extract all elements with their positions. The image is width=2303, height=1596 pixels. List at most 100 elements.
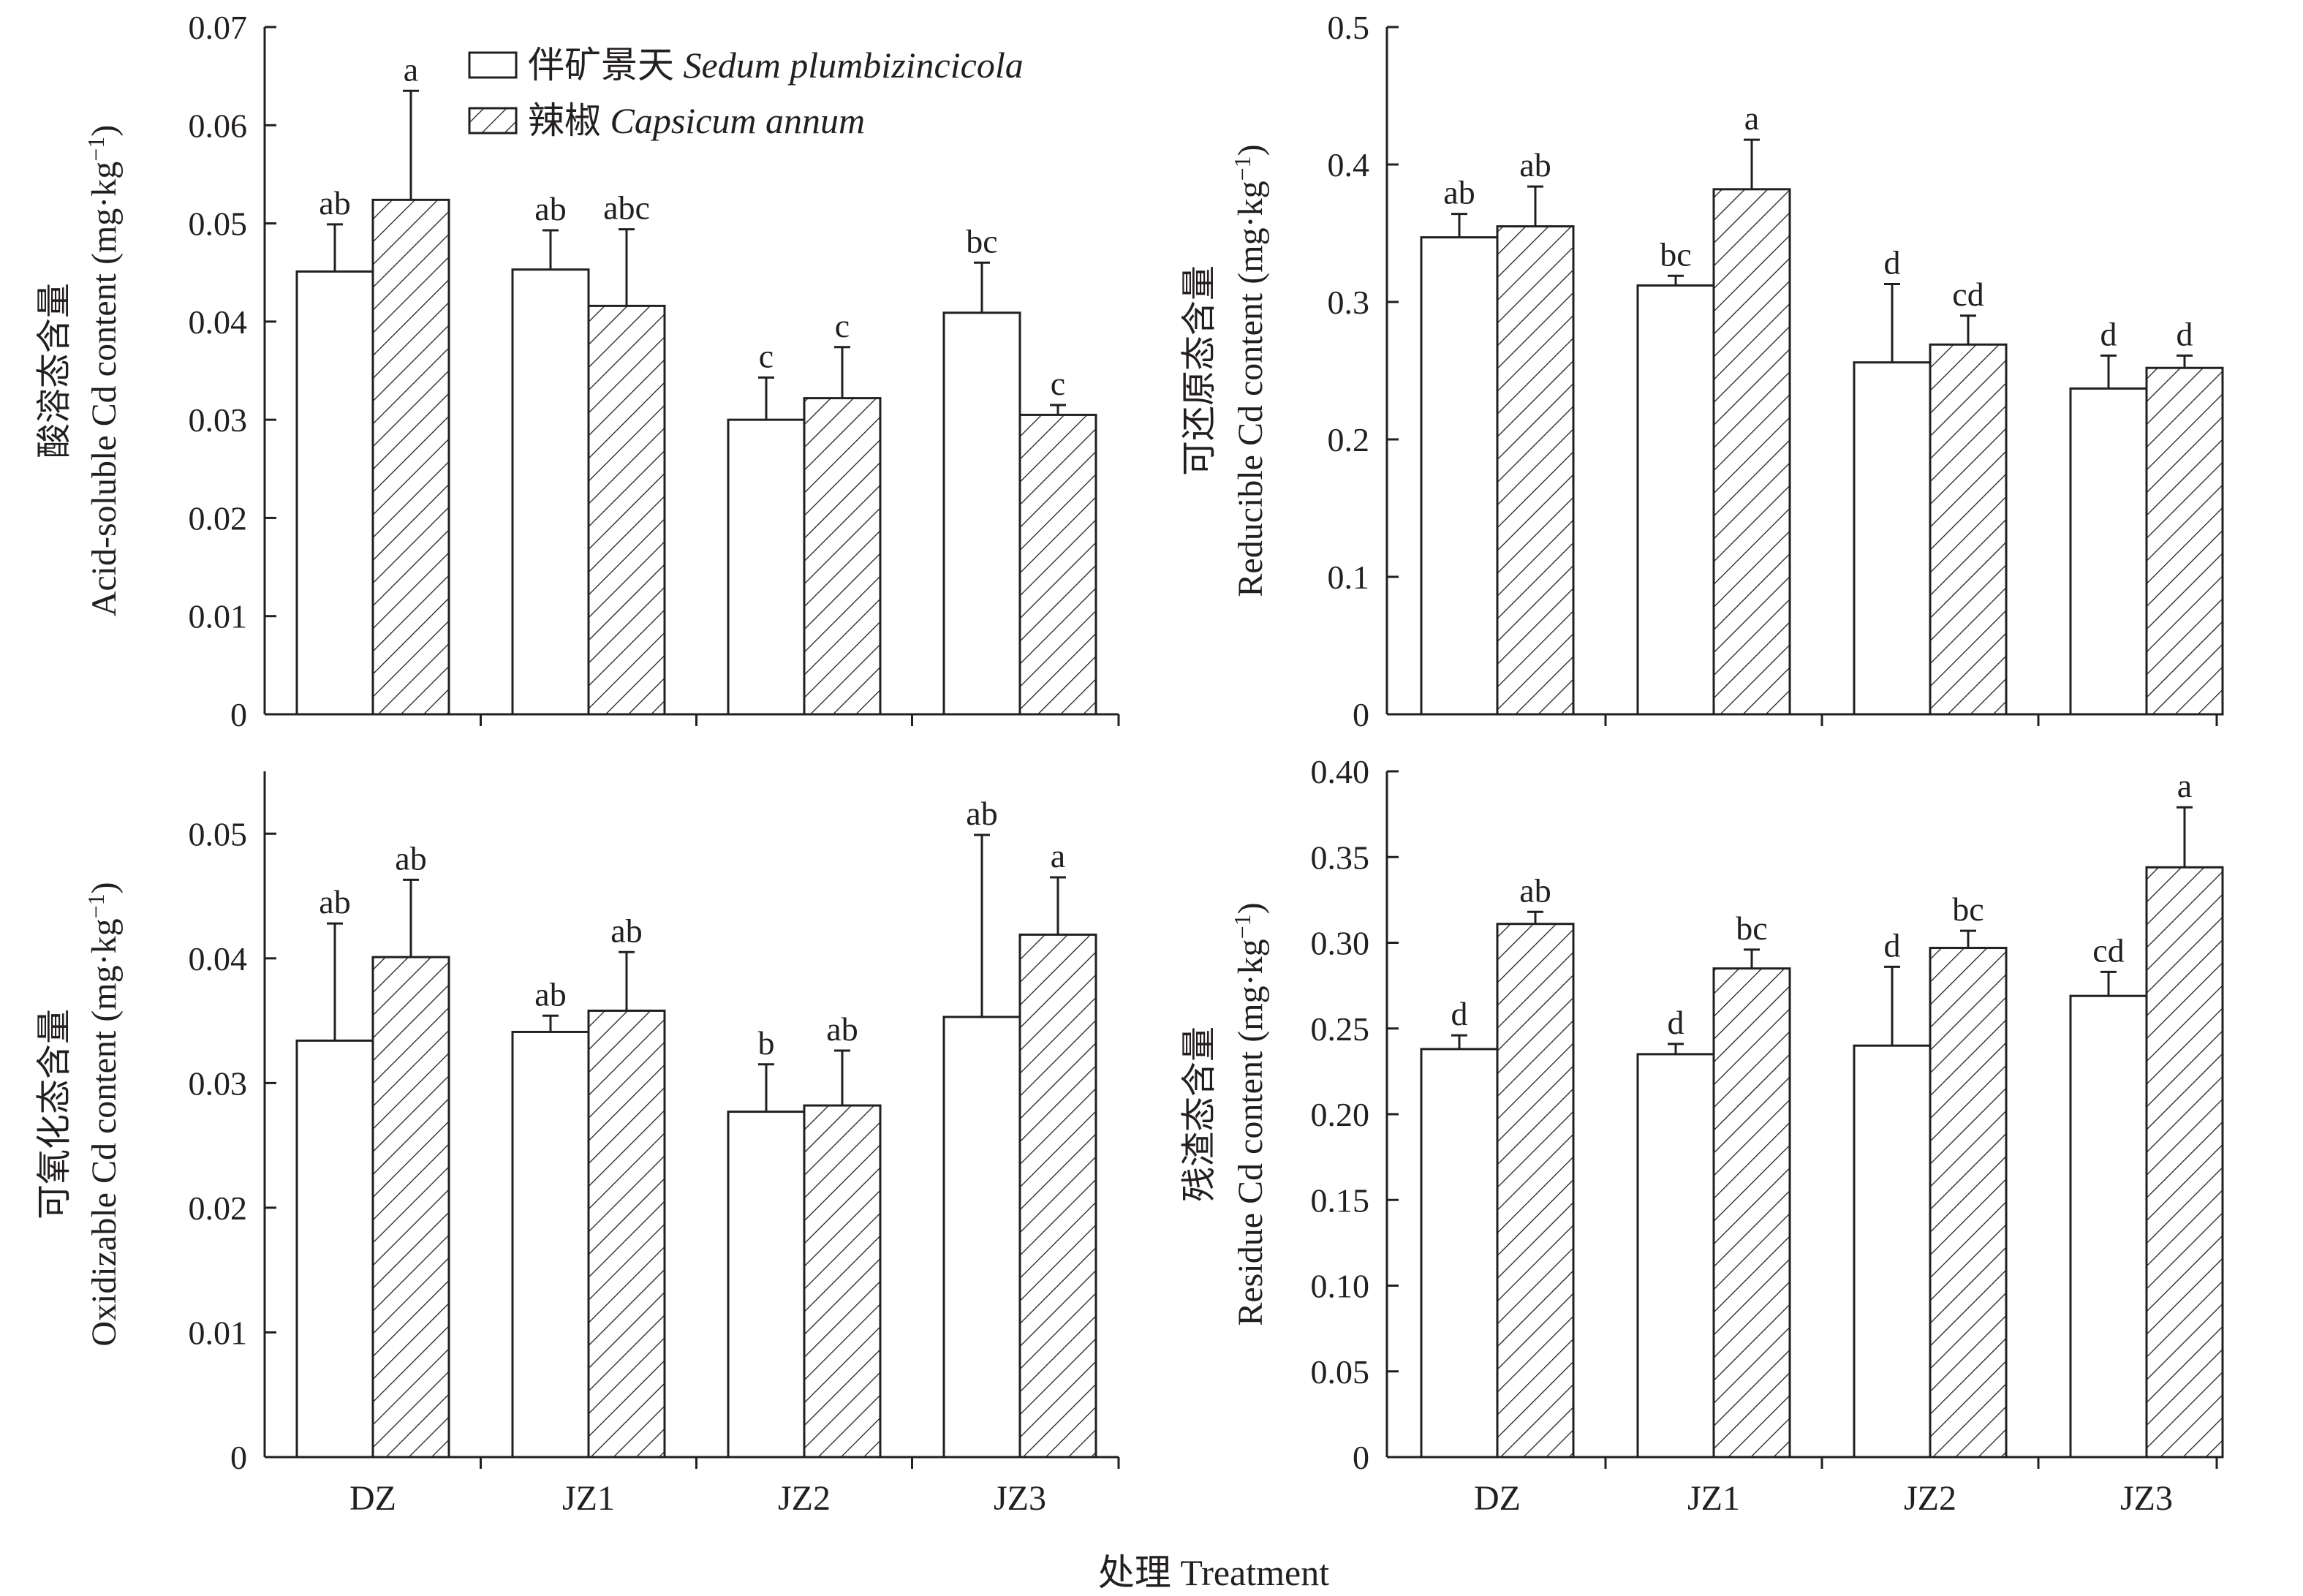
- significance-letter: ab: [319, 184, 350, 222]
- y-axis-label-cn: 残渣态含量: [1180, 1026, 1219, 1202]
- y-tick-label: 0.04: [189, 940, 248, 977]
- y-axis-label-cn: 可还原态含量: [1180, 265, 1219, 476]
- bar-jz1-sedum: [511, 268, 590, 716]
- y-tick-label: 0: [1353, 696, 1369, 733]
- bar-jz3-sedum: [942, 1016, 1021, 1459]
- y-tick-label: 0.3: [1328, 284, 1370, 321]
- y-tick-label: 0.2: [1328, 421, 1370, 458]
- bar-jz3-capsicum: [1018, 413, 1097, 716]
- y-tick-label: 0.35: [1311, 839, 1370, 876]
- x-tick-label-jz1: JZ1: [562, 1479, 615, 1518]
- significance-letter: d: [1451, 995, 1468, 1032]
- y-tick-label: 0.04: [189, 303, 248, 341]
- significance-letter: ab: [534, 190, 566, 227]
- significance-letter: d: [2177, 315, 2193, 352]
- bar-dz-sedum: [1420, 1048, 1499, 1459]
- y-tick-label: 0.10: [1311, 1268, 1370, 1305]
- bar-dz-sedum: [295, 270, 374, 716]
- bar-jz3-sedum: [2069, 387, 2148, 716]
- significance-letter: a: [1744, 99, 1759, 137]
- chart-panel-4: d d d cd ab bc bc a 0 0.05 0.10 0.15 0.20 0.25 0.30 0.3…: [1180, 753, 2224, 1518]
- y-tick-label: 0.20: [1311, 1096, 1370, 1133]
- bar-jz1-capsicum: [1712, 967, 1791, 1459]
- y-tick-label: 0: [230, 696, 247, 733]
- chart-panel-2: ab bc d d ab a cd d 0 0.1 0.2 0.3 0.4 0.5 可还原态含量 Reduci…: [1180, 9, 2224, 733]
- significance-letter: ab: [610, 912, 642, 949]
- x-tick-label-jz2: JZ2: [778, 1479, 831, 1518]
- bar-dz-capsicum: [371, 198, 450, 716]
- significance-letter: ab: [1519, 871, 1551, 909]
- significance-letter: bc: [1660, 235, 1691, 273]
- bar-jz2-capsicum: [1929, 947, 2008, 1459]
- y-axis-label-cn: 酸溶态含量: [35, 283, 74, 458]
- bar-jz2-capsicum: [803, 1104, 882, 1459]
- y-tick-label: 0.5: [1328, 9, 1370, 46]
- significance-letter: a: [2177, 767, 2192, 804]
- significance-letter: d: [1884, 244, 1901, 281]
- bar-jz2-capsicum: [1929, 343, 2008, 716]
- y-tick-label: 0.05: [189, 205, 248, 243]
- y-axis-label-en: Reducible Cd content (mg·kg−1): [1229, 144, 1270, 597]
- y-tick-label: 0: [230, 1439, 247, 1476]
- y-tick-label: 0.25: [1311, 1010, 1370, 1048]
- significance-letter: ab: [1519, 146, 1551, 184]
- significance-letter: ab: [966, 795, 997, 832]
- significance-letter: a: [1051, 837, 1065, 874]
- y-tick-label: 0.03: [189, 1064, 248, 1102]
- bar-dz-capsicum: [371, 956, 450, 1459]
- y-tick-label: 0.02: [189, 1190, 248, 1227]
- chart-panel-1: ab abcbcaabccc00.010.020.030.040.050.060.…: [35, 9, 1120, 733]
- y-tick-label: 0.07: [189, 9, 248, 46]
- y-tick-label: 0.01: [189, 1314, 248, 1351]
- bar-jz3-capsicum: [1018, 933, 1097, 1459]
- y-tick-label: 0.30: [1311, 925, 1370, 962]
- bar-jz3-sedum: [942, 311, 1021, 716]
- significance-letter: c: [835, 307, 850, 344]
- legend: 伴矿景天 Sedum plumbizincicola 辣椒 Capsicum a…: [468, 45, 1024, 141]
- chart-panel-3: ab ab b ab ab ab ab a 0 0.01 0.02 0.03 0.04 0.05 DZ JZ1…: [35, 771, 1120, 1518]
- significance-letter: ab: [534, 975, 566, 1013]
- bar-jz1-sedum: [511, 1030, 590, 1459]
- y-axis-label-cn: 可氧化态含量: [35, 1009, 74, 1219]
- bar-jz3-capsicum: [2145, 866, 2224, 1459]
- significance-letter: c: [1051, 365, 1065, 402]
- significance-letter: cd: [2092, 931, 2124, 969]
- y-tick-label: 0.40: [1311, 753, 1370, 790]
- y-tick-label: 0: [1353, 1439, 1369, 1476]
- significance-letter: ab: [395, 839, 426, 877]
- legend-swatch-hatched: [468, 107, 518, 135]
- significance-letter: ab: [1443, 174, 1475, 211]
- significance-letter: bc: [1736, 909, 1767, 947]
- bar-jz1-capsicum: [1712, 188, 1791, 716]
- y-axis-label-en: Acid-soluble Cd content (mg·kg−1): [83, 125, 124, 617]
- y-tick-label: 0.1: [1328, 559, 1370, 596]
- x-tick-label-dz: DZ: [1474, 1479, 1521, 1518]
- significance-letter: ab: [319, 883, 350, 920]
- y-tick-label: 0.4: [1328, 146, 1370, 184]
- y-tick-label: 0.01: [189, 598, 248, 635]
- significance-letter: d: [2100, 315, 2117, 352]
- y-axis-label-en: Oxidizable Cd content (mg·kg−1): [83, 882, 124, 1346]
- bar-dz-sedum: [1420, 236, 1499, 716]
- y-tick-label: 0.05: [1311, 1353, 1370, 1391]
- legend-label-sedum: 伴矿景天 Sedum plumbizincicola: [528, 45, 1024, 86]
- bar-jz1-capsicum: [587, 1009, 666, 1459]
- bar-jz1-capsicum: [587, 304, 666, 716]
- y-axis-label-en: Residue Cd content (mg·kg−1): [1229, 902, 1270, 1325]
- y-tick-label: 0.03: [189, 401, 248, 439]
- x-tick-label-jz1: JZ1: [1687, 1479, 1740, 1518]
- x-tick-label-jz3: JZ3: [994, 1479, 1046, 1518]
- significance-letter: d: [1668, 1004, 1684, 1041]
- legend-label-capsicum: 辣椒 Capsicum annum: [528, 100, 865, 141]
- significance-letter: b: [758, 1024, 775, 1062]
- significance-letter: a: [404, 50, 418, 88]
- x-axis-title: 处理 Treatment: [1098, 1552, 1329, 1593]
- bar-jz3-sedum: [2069, 994, 2148, 1459]
- y-tick-label: 0.05: [189, 815, 248, 852]
- significance-letter: d: [1884, 926, 1901, 964]
- bar-jz2-capsicum: [803, 397, 882, 716]
- y-tick-label: 0.02: [189, 499, 248, 537]
- bar-jz2-sedum: [1853, 1044, 1932, 1459]
- bar-dz-sedum: [295, 1039, 374, 1459]
